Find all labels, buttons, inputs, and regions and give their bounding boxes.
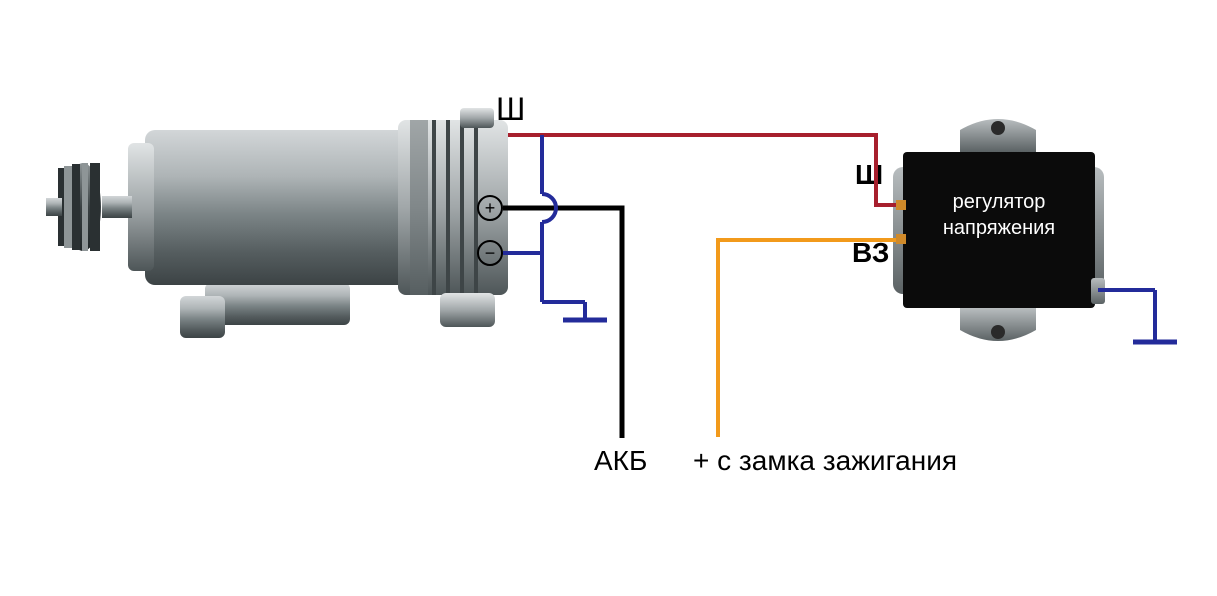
generator bbox=[46, 108, 508, 338]
regulator-label-line1: регулятор bbox=[953, 191, 1046, 213]
regulator-port-sh: Ш bbox=[855, 159, 883, 190]
voltage-regulator: регулятор напряжения bbox=[893, 119, 1105, 341]
regulator-port-labels: Ш ВЗ bbox=[852, 159, 889, 268]
plus-icon: + bbox=[485, 198, 496, 218]
wiring-diagram: Ш + − регулятор напряжения Ш ВЗ bbox=[0, 0, 1217, 591]
wire-black bbox=[503, 208, 622, 438]
label-ignition: + с замка зажигания bbox=[693, 445, 957, 476]
wire-blue-regulator bbox=[1098, 290, 1177, 342]
minus-icon: − bbox=[485, 243, 496, 263]
regulator-label-line2: напряжения bbox=[943, 217, 1055, 239]
label-akb: АКБ bbox=[594, 445, 647, 476]
wire-red bbox=[508, 135, 896, 205]
wire-blue-generator bbox=[503, 135, 607, 320]
wire-orange bbox=[718, 240, 896, 437]
terminal-label-sh: Ш bbox=[496, 91, 525, 127]
